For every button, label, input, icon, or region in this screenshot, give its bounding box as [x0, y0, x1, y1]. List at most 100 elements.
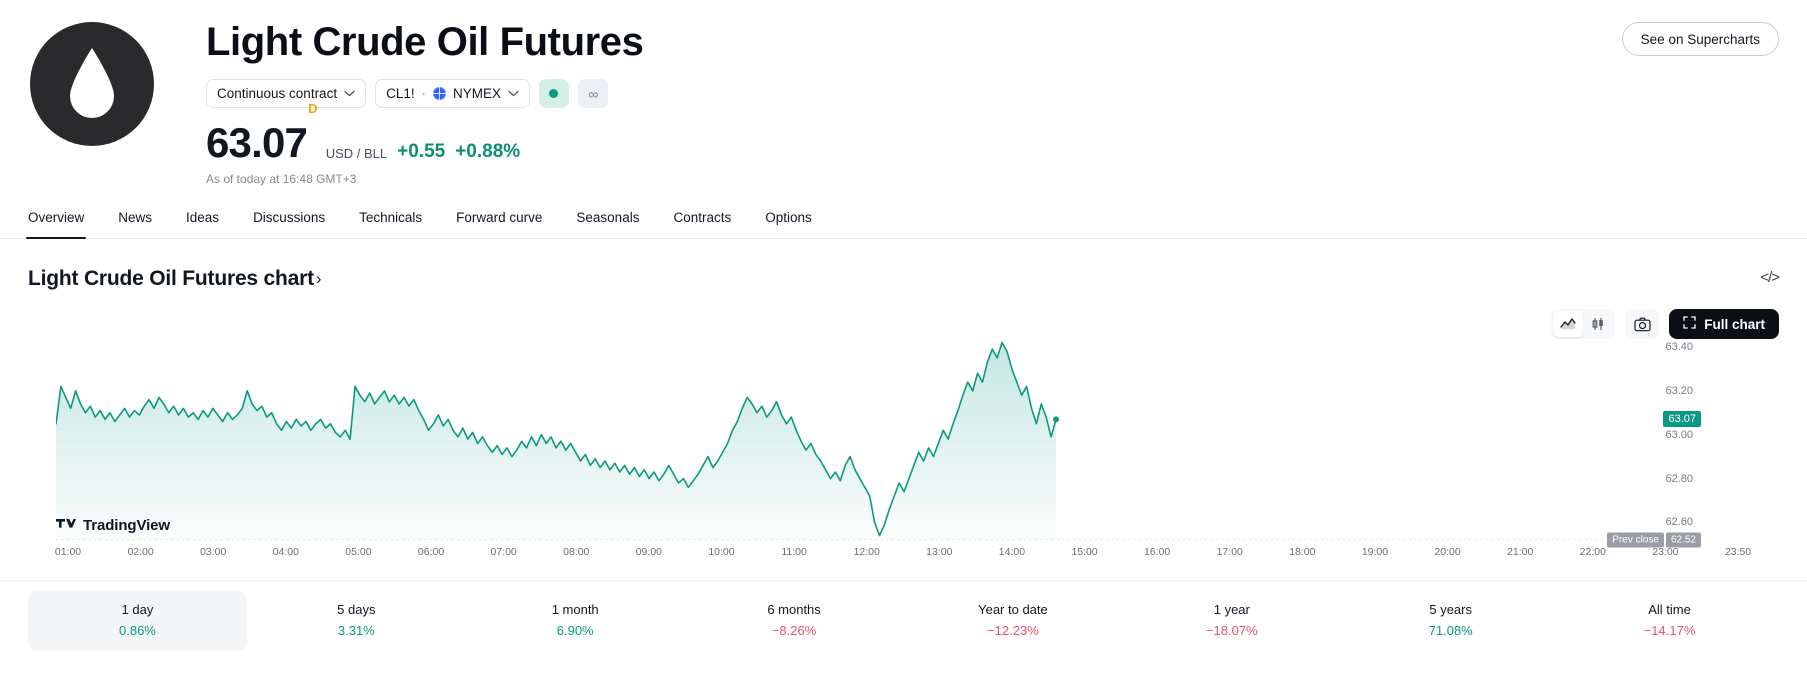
time-axis-tick: 09:00 [635, 546, 662, 558]
performance-change-value: −18.07% [1205, 623, 1258, 638]
price-series-svg [56, 341, 1636, 540]
tab-options[interactable]: Options [765, 210, 812, 225]
time-axis-tick: 15:00 [1071, 546, 1098, 558]
chart-section-title[interactable]: Light Crude Oil Futures chart › [28, 267, 322, 291]
chart-section: Light Crude Oil Futures chart › </> Full… [0, 239, 1807, 566]
time-axis-tick: 22:00 [1579, 546, 1606, 558]
performance-period-label: 1 day [121, 602, 154, 617]
time-axis-tick: 20:00 [1434, 546, 1461, 558]
performance-change-value: 6.90% [556, 623, 594, 638]
time-axis-tick: 16:00 [1143, 546, 1171, 558]
tab-seasonals[interactable]: Seasonals [576, 210, 640, 225]
time-axis-tick: 01:00 [54, 546, 82, 558]
oil-drop-glyph [70, 48, 114, 118]
instrument-header: Light Crude Oil Futures Continuous contr… [0, 0, 1807, 239]
oil-drop-icon [30, 22, 154, 146]
performance-change-value: 3.31% [337, 623, 375, 638]
performance-change-value: 71.08% [1428, 623, 1473, 638]
chart-style-toggle [1551, 309, 1616, 339]
performance-cell[interactable]: 6 months −8.26% [685, 591, 904, 651]
instrument-logo [28, 20, 156, 146]
tab-ideas[interactable]: Ideas [186, 210, 220, 225]
performance-row: 1 day 0.86% 5 days 3.31% 1 month 6.90% 6 month… [0, 580, 1807, 651]
last-price: 63.07D [206, 101, 317, 166]
performance-period-label: All time [1648, 602, 1691, 617]
price-axis-tick: 63.20 [1665, 384, 1693, 397]
price-block: 63.07D USD / BLL +0.55 +0.88% [206, 101, 1779, 166]
time-axis-tick: 14:00 [998, 546, 1026, 558]
performance-change-value: −12.23% [987, 623, 1039, 638]
full-chart-label: Full chart [1704, 316, 1765, 332]
section-tabs: Overview News Ideas Discussions Technica… [0, 210, 1807, 239]
camera-icon[interactable] [1625, 309, 1660, 339]
performance-change-value: 0.86% [119, 623, 156, 638]
performance-cell[interactable]: 1 month 6.90% [466, 591, 685, 651]
contract-type-label: Continuous contract [217, 86, 338, 101]
market-open-dot-icon[interactable] [538, 79, 569, 108]
continuous-contract-infinity-icon[interactable]: ∞ [577, 79, 608, 108]
separator-dot: · [421, 86, 426, 101]
price-axis-tick: 63.40 [1665, 340, 1693, 353]
symbol-label: CL1! [386, 86, 415, 101]
time-axis-tick: 07:00 [490, 546, 517, 558]
tab-contracts[interactable]: Contracts [673, 210, 732, 225]
see-on-supercharts-button[interactable]: See on Supercharts [1621, 22, 1779, 56]
time-axis: 01:00 02:00 03:00 04:00 05:00 06:00 07:00 08:00… [28, 542, 1779, 566]
area-chart-icon[interactable] [1553, 311, 1584, 337]
tab-forward-curve[interactable]: Forward curve [456, 210, 543, 225]
time-axis-tick: 02:00 [127, 546, 154, 558]
currency-unit: USD / BLL [325, 146, 388, 161]
tab-discussions[interactable]: Discussions [253, 210, 326, 225]
time-axis-tick: 21:00 [1507, 546, 1534, 558]
embed-code-icon[interactable]: </> [1760, 269, 1780, 286]
symbol-exchange-selector[interactable]: CL1! · NYMEX [375, 79, 530, 108]
performance-cell[interactable]: All time −14.17% [1560, 591, 1779, 651]
tradingview-wordmark: TradingView [83, 517, 170, 534]
tab-overview[interactable]: Overview [25, 210, 87, 239]
performance-period-label: 6 months [767, 602, 821, 617]
exchange-label: NYMEX [452, 86, 501, 101]
time-axis-tick: 17:00 [1216, 546, 1243, 558]
performance-period-label: 5 days [337, 602, 376, 617]
price-delayed-marker: D [308, 101, 317, 116]
page-title: Light Crude Oil Futures [206, 20, 644, 64]
chart-section-title-text: Light Crude Oil Futures chart [28, 267, 314, 290]
time-axis-tick: 11:00 [781, 546, 807, 558]
change-percent: +0.88% [455, 141, 521, 162]
price-axis-tick: 62.60 [1665, 516, 1693, 529]
fullscreen-icon [1683, 316, 1696, 332]
instrument-chips: Continuous contract CL1! · NYMEX ∞ [206, 79, 1779, 108]
price-axis-tick: 62.80 [1665, 472, 1693, 485]
chart-toolbar: Full chart [1551, 309, 1779, 339]
prev-close-value: 62.52 [1665, 532, 1701, 548]
prev-close-badge: Prev close 62.52 [1607, 532, 1701, 548]
tab-news[interactable]: News [118, 210, 153, 225]
full-chart-button[interactable]: Full chart [1669, 309, 1779, 339]
price-axis-tick: 63.00 [1665, 428, 1693, 441]
performance-cell[interactable]: Year to date −12.23% [904, 591, 1123, 651]
as-of-timestamp: As of today at 16:48 GMT+3 [206, 172, 357, 186]
price-axis: 63.40 63.20 63.00 62.80 62.60 63.07 Prev close… [1589, 325, 1779, 548]
performance-change-value: −8.26% [771, 623, 817, 638]
tradingview-watermark: TradingView [56, 517, 170, 534]
performance-change-value: −14.17% [1643, 623, 1696, 638]
time-axis-tick: 19:00 [1361, 546, 1389, 558]
tradingview-logo-icon [56, 519, 76, 528]
performance-period-label: 1 month [551, 602, 599, 617]
performance-cell[interactable]: 1 year −18.07% [1122, 591, 1341, 651]
time-axis-tick: 18:00 [1289, 546, 1316, 558]
performance-cell[interactable]: 1 day 0.86% [28, 591, 247, 651]
performance-cell[interactable]: 5 years 71.08% [1341, 591, 1560, 651]
time-axis-tick: 05:00 [345, 546, 372, 558]
tab-technicals[interactable]: Technicals [359, 210, 423, 225]
time-axis-tick: 08:00 [563, 546, 590, 558]
current-price-badge: 63.07 [1663, 411, 1701, 428]
performance-period-label: 1 year [1213, 602, 1250, 617]
chevron-right-icon: › [315, 269, 322, 288]
time-axis-tick: 04:00 [272, 546, 299, 558]
candlestick-chart-icon[interactable] [1583, 311, 1613, 337]
contract-type-selector[interactable]: Continuous contract [206, 79, 367, 108]
time-axis-tick: 13:00 [926, 546, 953, 558]
performance-cell[interactable]: 5 days 3.31% [247, 591, 466, 651]
price-chart[interactable]: 63.40 63.20 63.00 62.80 62.60 63.07 Prev close… [28, 325, 1779, 548]
